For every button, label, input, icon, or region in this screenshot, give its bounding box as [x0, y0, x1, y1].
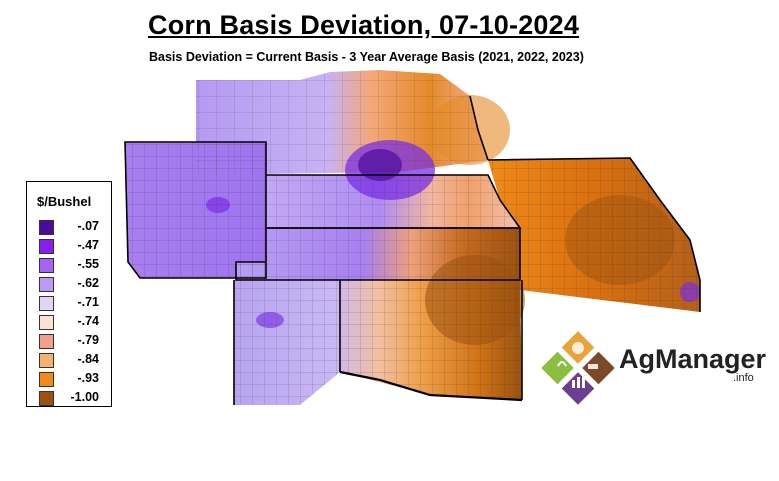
legend-item: -.71: [39, 295, 109, 311]
legend-item: -1.00: [39, 390, 109, 406]
legend-label: -1.00: [70, 390, 100, 404]
agmanager-logo-icon: [540, 328, 618, 408]
map-title: Corn Basis Deviation, 07-10-2024: [148, 10, 580, 40]
legend-title: $/Bushel: [37, 194, 92, 209]
legend-swatch: [39, 315, 54, 330]
legend-item: -.62: [39, 276, 109, 292]
legend-label: -.74: [77, 314, 99, 328]
legend-swatch: [39, 239, 54, 254]
legend-label: -.93: [77, 371, 99, 385]
legend-label: -.55: [77, 257, 99, 271]
map-subtitle: Basis Deviation = Current Basis - 3 Year…: [149, 50, 584, 64]
legend-label: -.62: [77, 276, 99, 290]
legend-label: -.71: [77, 295, 99, 309]
legend-label: -.79: [77, 333, 99, 347]
legend-item: -.74: [39, 314, 109, 330]
legend-swatch: [39, 277, 54, 292]
legend-swatch: [39, 220, 54, 235]
legend-label: -.07: [77, 219, 99, 233]
legend-label: -.47: [77, 238, 99, 252]
agmanager-brand: AgManager: [619, 344, 767, 374]
legend: $/Bushel -.07 -.47 -.55 -.62 -.71 -.74 -…: [26, 181, 112, 407]
legend-item: -.84: [39, 352, 109, 368]
legend-swatch: [39, 334, 54, 349]
legend-item: -.55: [39, 257, 109, 273]
state-borders: [124, 95, 701, 405]
legend-label: -.84: [77, 352, 99, 366]
legend-item: -.07: [39, 219, 109, 235]
legend-swatch: [39, 391, 54, 406]
legend-swatch: [39, 258, 54, 273]
legend-item: -.93: [39, 371, 109, 387]
legend-swatch: [39, 353, 54, 368]
legend-item: -.47: [39, 238, 109, 254]
legend-item: -.79: [39, 333, 109, 349]
legend-swatch: [39, 372, 54, 387]
legend-swatch: [39, 296, 54, 311]
agmanager-suffix: .info: [733, 372, 754, 384]
